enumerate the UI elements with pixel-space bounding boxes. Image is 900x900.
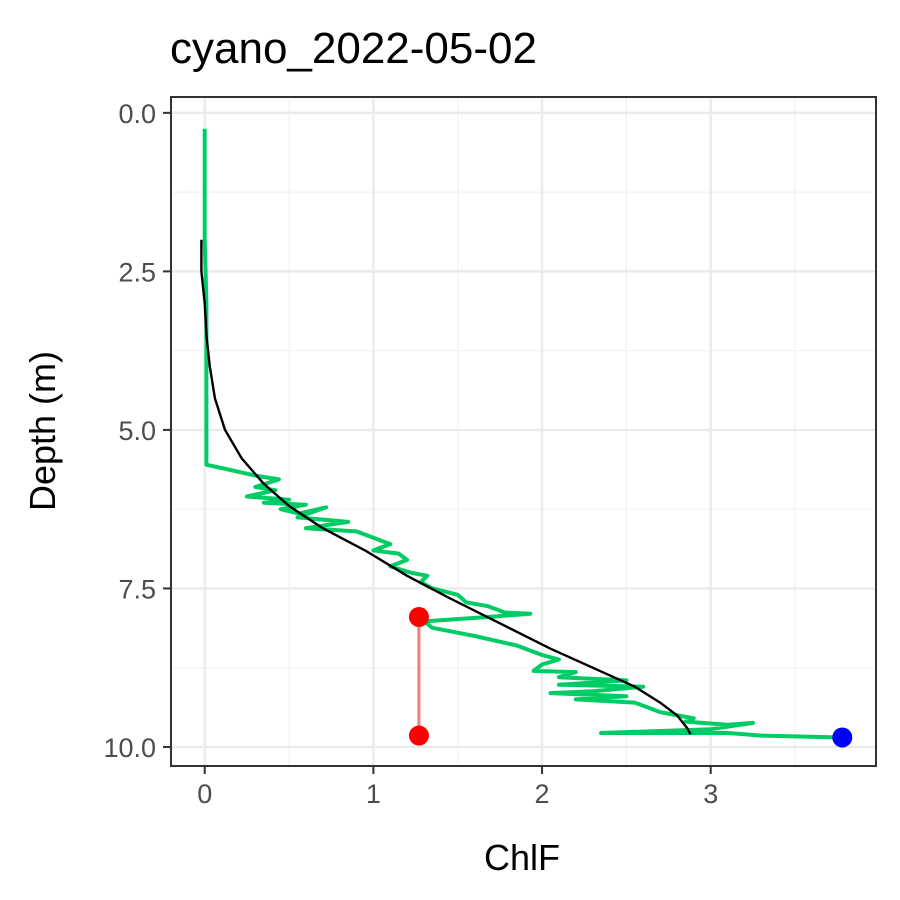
x-axis: 0 1 2 3	[197, 766, 718, 809]
y-tick-label: 2.5	[118, 257, 156, 287]
major-grid	[171, 97, 876, 766]
maximum-point	[832, 727, 853, 748]
y-tick-label: 10.0	[103, 733, 156, 763]
interval-endpoint-point	[408, 606, 429, 627]
y-axis: 0.0 2.5 5.0 7.5 10.0	[103, 99, 171, 763]
interval-endpoint-point	[408, 725, 429, 746]
x-tick-label: 2	[535, 779, 550, 809]
y-axis-title: Depth (m)	[22, 351, 63, 511]
y-tick-label: 0.0	[118, 99, 156, 129]
panel-background	[171, 97, 876, 766]
observed-profile-line	[202, 128, 843, 740]
series-layer	[200, 128, 853, 748]
y-tick-label: 7.5	[118, 574, 156, 604]
x-tick-label: 1	[366, 779, 381, 809]
chart-title: cyano_2022-05-02	[170, 24, 537, 73]
x-axis-title: ChlF	[484, 837, 560, 878]
panel-border	[170, 96, 877, 767]
x-tick-label: 3	[703, 779, 718, 809]
fitted-curve-line	[200, 239, 692, 735]
y-tick-label: 5.0	[118, 416, 156, 446]
x-tick-label: 0	[197, 779, 212, 809]
minor-grid	[171, 97, 876, 766]
